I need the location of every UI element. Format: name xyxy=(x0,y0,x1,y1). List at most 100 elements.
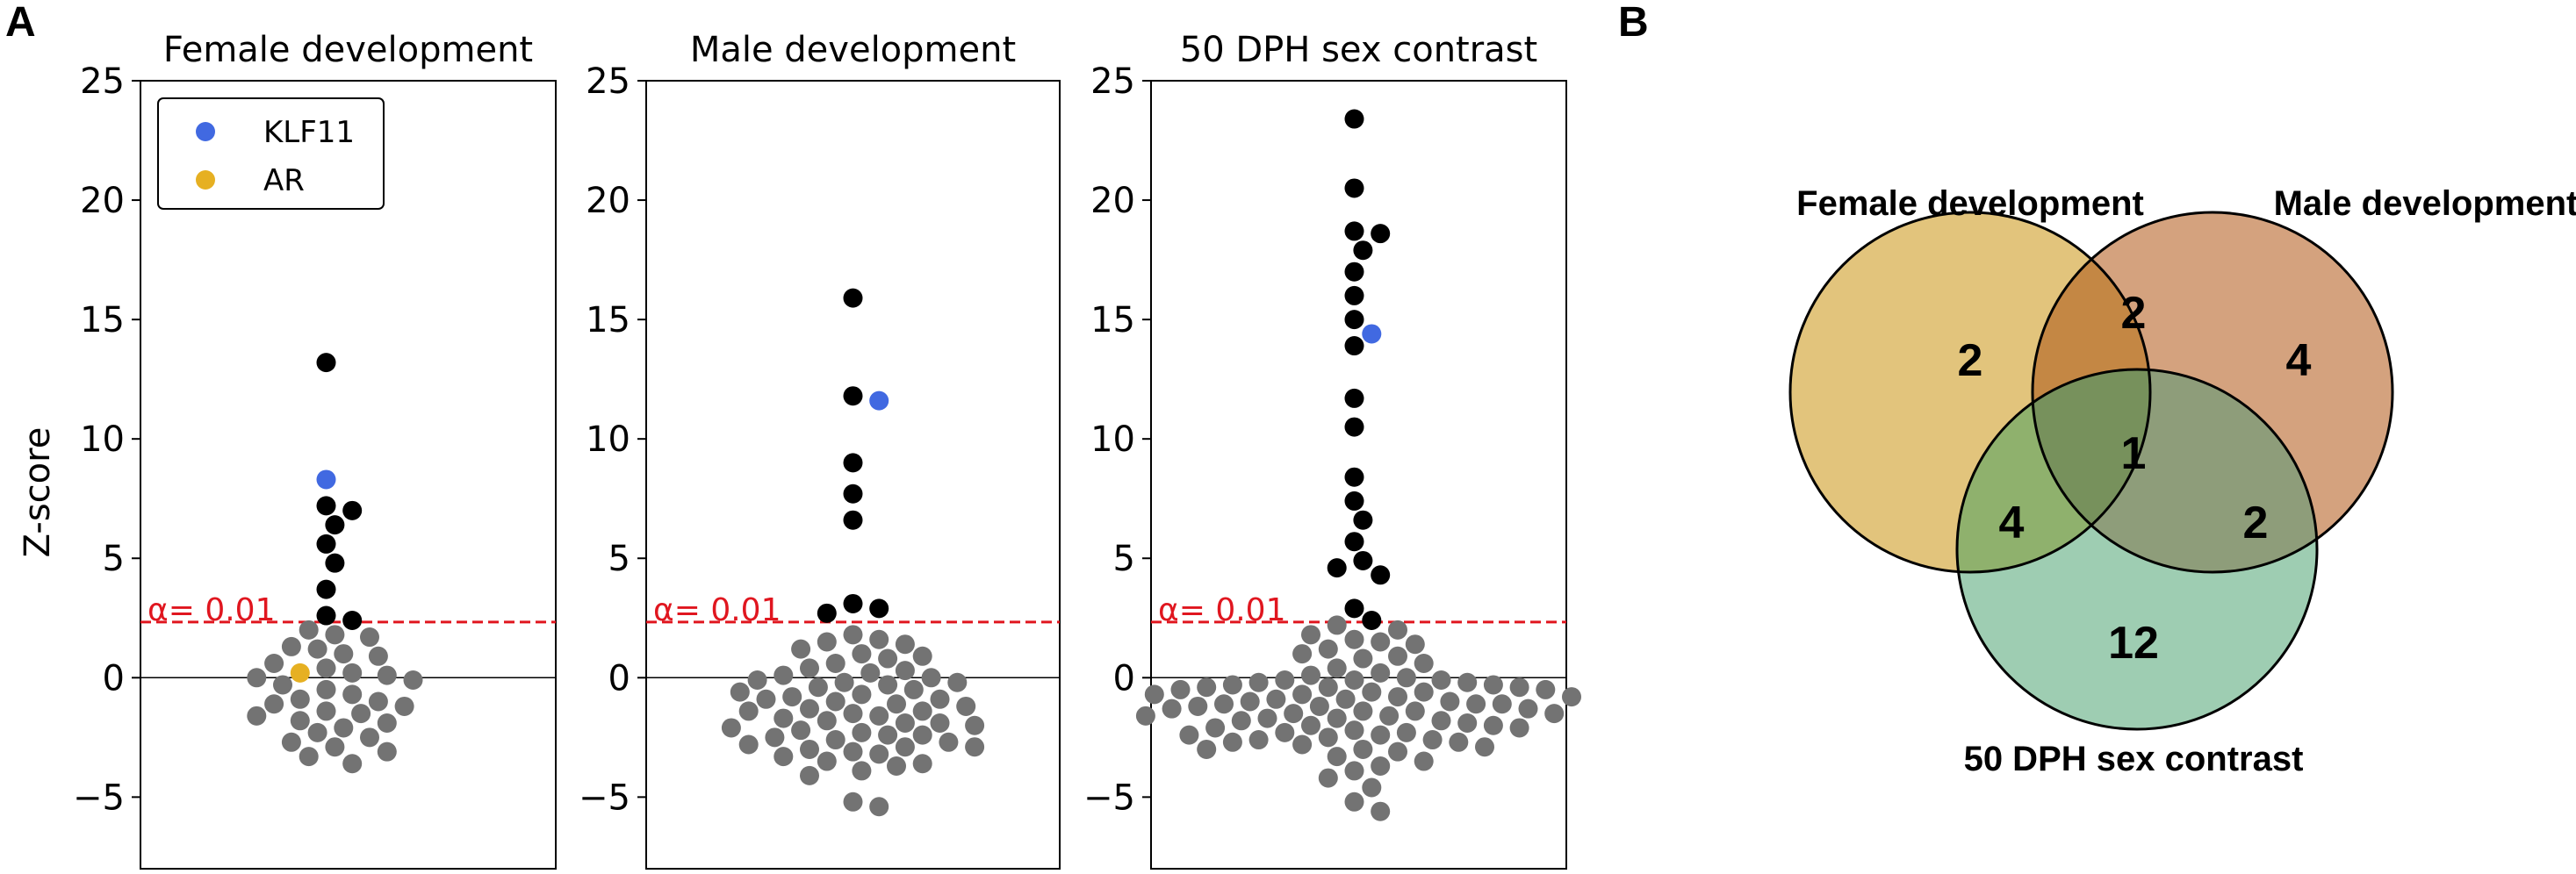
point-not-significant xyxy=(1536,679,1556,699)
point-not-significant xyxy=(342,684,363,705)
point-not-significant xyxy=(860,663,881,683)
point-not-significant xyxy=(912,701,932,721)
point-not-significant xyxy=(1509,718,1529,738)
point-not-significant xyxy=(878,725,898,745)
point-not-significant xyxy=(930,713,950,734)
point-significant xyxy=(1371,565,1391,585)
point-not-significant xyxy=(351,704,371,724)
point-not-significant xyxy=(1309,696,1329,716)
point-not-significant xyxy=(1353,648,1373,669)
venn-outline-male xyxy=(2031,211,2394,574)
point-significant xyxy=(1344,467,1364,487)
point-not-significant xyxy=(264,694,284,714)
point-not-significant xyxy=(394,696,414,716)
point-not-significant xyxy=(747,670,767,691)
point-not-significant xyxy=(791,720,811,741)
point-not-significant xyxy=(1457,713,1478,734)
point-not-significant xyxy=(869,629,889,649)
point-not-significant xyxy=(1405,701,1425,721)
point-not-significant xyxy=(1222,732,1242,752)
point-not-significant xyxy=(290,711,310,731)
point-not-significant xyxy=(368,646,388,666)
venn-count-male-contrast: 2 xyxy=(2243,498,2269,548)
y-tick-label: 10 xyxy=(80,419,125,460)
point-not-significant xyxy=(1344,670,1364,691)
point-not-significant xyxy=(878,675,898,695)
point-not-significant xyxy=(1388,687,1407,707)
point-not-significant xyxy=(1449,732,1469,752)
venn-label-female: Female development xyxy=(1796,184,2144,223)
y-tick-label: 10 xyxy=(1090,419,1135,460)
point-not-significant xyxy=(730,682,750,702)
point-significant xyxy=(342,610,363,630)
point-not-significant xyxy=(377,713,397,734)
point-not-significant xyxy=(316,701,336,721)
point-not-significant xyxy=(1257,708,1277,728)
point-not-significant xyxy=(1518,698,1538,719)
point-not-significant xyxy=(1301,715,1320,735)
point-not-significant xyxy=(1544,704,1565,724)
point-not-significant xyxy=(825,730,845,750)
point-significant xyxy=(1344,285,1364,305)
point-not-significant xyxy=(1214,694,1234,714)
point-not-significant xyxy=(1284,704,1304,724)
point-not-significant xyxy=(852,722,872,742)
point-significant xyxy=(843,510,863,530)
point-not-significant xyxy=(756,689,776,709)
y-tick-label: 15 xyxy=(1090,300,1135,340)
point-not-significant xyxy=(342,754,363,774)
venn-count-contrast-only: 12 xyxy=(2108,618,2159,669)
point-not-significant xyxy=(1301,625,1320,645)
venn-label-contrast: 50 DPH sex contrast xyxy=(1964,740,2304,778)
point-not-significant xyxy=(1422,730,1443,750)
point-not-significant xyxy=(1179,725,1199,745)
point-not-significant xyxy=(1222,675,1242,695)
point-significant xyxy=(843,593,863,613)
point-not-significant xyxy=(903,679,924,699)
point-not-significant xyxy=(852,684,872,705)
point-significant xyxy=(843,453,863,473)
point-not-significant xyxy=(782,687,802,707)
point-not-significant xyxy=(774,747,794,767)
point-not-significant xyxy=(825,691,845,712)
point-not-significant xyxy=(1205,718,1226,738)
venn-outline-female xyxy=(1788,211,2152,574)
y-tick-label: 20 xyxy=(1090,181,1135,221)
point-not-significant xyxy=(800,739,819,759)
point-significant xyxy=(342,500,363,520)
point-not-significant xyxy=(1457,672,1478,692)
point-not-significant xyxy=(800,698,819,719)
point-significant xyxy=(316,605,336,626)
point-not-significant xyxy=(1371,801,1391,821)
y-axis-label: Z-score xyxy=(18,427,58,558)
point-klf11 xyxy=(1362,324,1382,344)
point-klf11 xyxy=(316,469,336,490)
swarm-plots: Female development 25 20 15 10 5 0 −5 Z-score α= … xyxy=(18,30,1581,870)
panel-label-b: B xyxy=(1618,0,1649,46)
venn-diagram: Female development Male development 50 D… xyxy=(1788,184,2576,778)
point-not-significant xyxy=(247,706,267,726)
venn-count-male-only: 4 xyxy=(2286,335,2312,386)
point-not-significant xyxy=(808,677,828,698)
point-not-significant xyxy=(930,689,950,709)
point-not-significant xyxy=(1327,615,1347,635)
point-not-significant xyxy=(1292,684,1313,705)
point-not-significant xyxy=(843,741,863,762)
point-not-significant xyxy=(1327,708,1347,728)
point-not-significant xyxy=(1197,677,1217,698)
point-not-significant xyxy=(774,665,794,685)
swarm-panel-3: 50 DPH sex contrast 25 20 15 10 5 0 −5 α= 0.01 xyxy=(1083,30,1581,870)
point-not-significant xyxy=(342,663,363,683)
swarm-panel-2: Male development 25 20 15 10 5 0 −5 α= 0.01 xyxy=(579,30,1061,870)
point-not-significant xyxy=(1362,777,1382,798)
y-tick-label: 20 xyxy=(586,181,630,221)
point-significant xyxy=(1353,510,1373,530)
plot-frame xyxy=(645,80,1061,870)
y-tick-label: 20 xyxy=(80,181,125,221)
point-significant xyxy=(1327,558,1347,578)
point-significant xyxy=(1371,224,1391,244)
point-not-significant xyxy=(307,722,327,742)
y-tick-label: 5 xyxy=(1113,539,1135,579)
point-not-significant xyxy=(921,668,941,688)
point-not-significant xyxy=(895,661,915,681)
